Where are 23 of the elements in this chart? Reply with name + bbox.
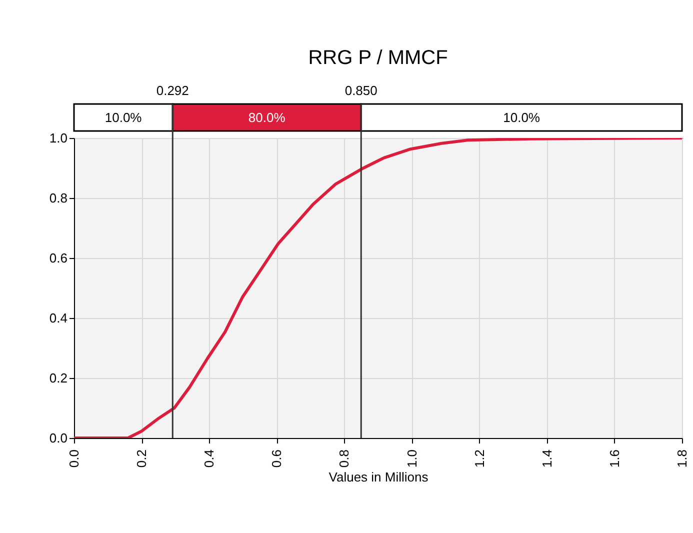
x-axis-title: Values in Millions <box>328 470 429 485</box>
text: 80.0% <box>248 110 286 125</box>
ref-line-label: 0.292 <box>156 83 189 98</box>
y-tick-label: 0.4 <box>49 310 68 326</box>
y-tick-label: 0.2 <box>49 370 68 386</box>
x-tick-label: 0.4 <box>202 450 217 468</box>
text: 10.0% <box>503 110 540 125</box>
y-tick-label: 1.0 <box>49 130 68 146</box>
text: 10.0% <box>104 110 142 125</box>
x-tick-label: 0.8 <box>336 450 352 468</box>
chart-title: RRG P / MMCF <box>308 47 448 69</box>
y-tick-label: 0.6 <box>49 250 68 266</box>
ref-line-label: 0.850 <box>344 83 378 98</box>
x-tick-label: 1.2 <box>472 450 487 468</box>
x-tick-label: 0.0 <box>66 450 82 468</box>
x-tick-label: 0.6 <box>269 450 284 468</box>
y-tick-label: 0.0 <box>49 430 68 446</box>
x-tick-label: 0.2 <box>134 450 150 468</box>
x-tick-label: 1.6 <box>606 450 622 468</box>
y-tick-label: 0.8 <box>49 190 68 206</box>
x-tick-label: 1.4 <box>539 450 554 468</box>
x-tick-label: 1.0 <box>404 450 420 468</box>
x-tick-label: 1.8 <box>674 450 690 468</box>
